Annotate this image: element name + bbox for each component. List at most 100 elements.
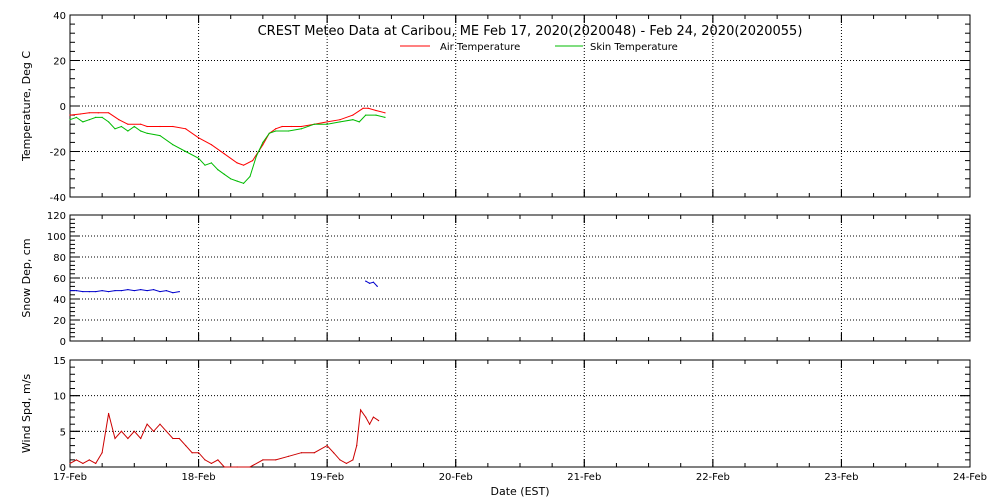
- data-point: [114, 437, 116, 440]
- panel-frame: [69, 14, 971, 198]
- data-point: [365, 416, 367, 418]
- data-point: [249, 466, 251, 468]
- data-point: [281, 125, 283, 128]
- data-point: [230, 178, 232, 180]
- panel-3: 0 5 10 15 Wind Spd, m/s: [20, 356, 971, 474]
- data-point: [275, 128, 277, 130]
- data-point: [107, 112, 110, 114]
- data-point: [262, 141, 264, 143]
- data-point: [127, 437, 129, 440]
- y-tick-label: 0: [60, 463, 66, 474]
- data-point: [146, 290, 148, 292]
- data-point: [326, 445, 328, 447]
- data-point: [300, 452, 303, 454]
- data-point: [242, 182, 245, 184]
- data-point: [275, 459, 277, 461]
- data-point: [217, 459, 219, 461]
- data-point: [88, 112, 90, 114]
- data-point: [210, 462, 213, 465]
- data-point: [82, 462, 84, 465]
- data-point: [313, 452, 315, 454]
- y-axis-label: Temperature, Deg C: [20, 51, 33, 162]
- data-point: [275, 130, 277, 132]
- data-point: [372, 416, 375, 418]
- data-point: [326, 121, 328, 123]
- data-point: [236, 180, 238, 182]
- data-point: [367, 107, 369, 109]
- data-point: [101, 290, 103, 292]
- panel-frame: [69, 359, 971, 468]
- data-point: [377, 420, 380, 422]
- series-line: [69, 114, 386, 184]
- data-point: [140, 437, 142, 440]
- data-point: [146, 125, 148, 128]
- data-point: [152, 288, 155, 291]
- data-point: [191, 452, 193, 454]
- data-point: [287, 130, 290, 132]
- data-point: [101, 452, 103, 454]
- y-tick-label: 40: [53, 295, 66, 306]
- data-point: [268, 132, 270, 134]
- data-point: [236, 466, 238, 468]
- data-point: [185, 445, 187, 447]
- data-point: [204, 459, 206, 461]
- data-point: [210, 162, 213, 164]
- data-point: [313, 123, 315, 125]
- data-point: [165, 430, 168, 432]
- data-point: [172, 144, 174, 146]
- data-point: [376, 285, 378, 287]
- data-point: [345, 462, 348, 465]
- series-line: [69, 107, 386, 166]
- data-point: [359, 409, 362, 411]
- data-point: [375, 114, 377, 116]
- data-point: [120, 290, 123, 292]
- data-point: [159, 134, 161, 137]
- data-point: [185, 128, 187, 130]
- data-point: [107, 291, 110, 293]
- y-tick-label: 80: [53, 253, 66, 264]
- data-point: [127, 123, 129, 125]
- panels-layer: -40 -20 0 20 40 Temperature, Deg C Air Tempera…: [20, 11, 987, 483]
- data-point: [339, 121, 341, 123]
- y-tick-label: -40: [50, 193, 66, 204]
- data-point: [127, 288, 129, 291]
- legend: Air Temperature Skin Temperature: [400, 42, 678, 53]
- data-point: [223, 466, 225, 468]
- data-point: [217, 169, 219, 171]
- data-point: [339, 119, 341, 121]
- data-point: [140, 130, 142, 132]
- data-point: [251, 160, 254, 162]
- series-line: [365, 280, 378, 287]
- data-point: [356, 445, 358, 447]
- data-point: [365, 114, 367, 116]
- x-axis-label: Date (EST): [490, 485, 549, 498]
- y-tick-label: 15: [53, 356, 66, 367]
- y-axis-label: Wind Spd, m/s: [20, 374, 33, 454]
- data-point: [362, 107, 364, 109]
- y-tick-label: 40: [53, 11, 66, 22]
- data-point: [133, 290, 135, 292]
- y-tick-label: 20: [53, 316, 66, 327]
- data-point: [69, 462, 71, 465]
- data-point: [384, 112, 386, 114]
- data-point: [95, 291, 97, 293]
- y-axis-label: Snow Dep, cm: [20, 238, 33, 317]
- data-point: [118, 119, 120, 121]
- data-point: [384, 116, 386, 118]
- data-point: [352, 459, 354, 461]
- data-point: [332, 452, 335, 454]
- series-line: [70, 289, 180, 294]
- y-tick-label: 5: [60, 427, 66, 438]
- panel-1: -40 -20 0 20 40 Temperature, Deg C Air Tempera…: [20, 11, 971, 204]
- data-point: [88, 291, 90, 293]
- data-point: [326, 123, 328, 125]
- data-point: [262, 459, 264, 461]
- data-point: [159, 291, 161, 293]
- data-point: [75, 290, 78, 292]
- data-point: [95, 116, 97, 118]
- data-point: [172, 437, 174, 440]
- data-point: [82, 291, 84, 293]
- data-point: [146, 132, 148, 134]
